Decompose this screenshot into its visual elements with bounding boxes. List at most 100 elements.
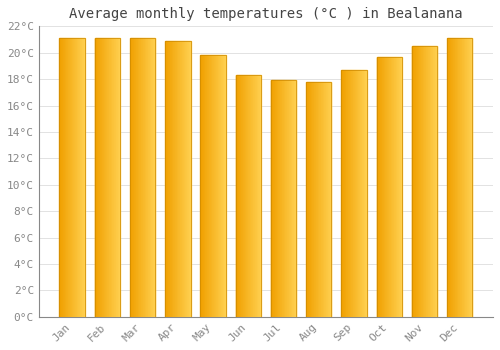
- Bar: [382, 57, 383, 317]
- Bar: [412, 46, 437, 317]
- Bar: [358, 70, 359, 317]
- Bar: [342, 70, 343, 317]
- Bar: [200, 55, 226, 317]
- Bar: [448, 38, 449, 317]
- Bar: [169, 41, 170, 317]
- Bar: [464, 38, 465, 317]
- Bar: [218, 55, 219, 317]
- Bar: [349, 70, 350, 317]
- Bar: [279, 80, 280, 317]
- Bar: [208, 55, 210, 317]
- Bar: [450, 38, 451, 317]
- Bar: [469, 38, 470, 317]
- Bar: [130, 38, 156, 317]
- Bar: [394, 57, 395, 317]
- Bar: [152, 38, 153, 317]
- Bar: [206, 55, 208, 317]
- Bar: [257, 75, 258, 317]
- Bar: [173, 41, 174, 317]
- Bar: [79, 38, 80, 317]
- Bar: [294, 80, 295, 317]
- Bar: [133, 38, 134, 317]
- Bar: [276, 80, 277, 317]
- Bar: [384, 57, 385, 317]
- Bar: [260, 75, 261, 317]
- Bar: [254, 75, 256, 317]
- Bar: [420, 46, 422, 317]
- Bar: [426, 46, 427, 317]
- Bar: [253, 75, 254, 317]
- Bar: [142, 38, 143, 317]
- Bar: [316, 82, 317, 317]
- Bar: [97, 38, 98, 317]
- Bar: [174, 41, 176, 317]
- Bar: [427, 46, 428, 317]
- Bar: [252, 75, 253, 317]
- Bar: [388, 57, 390, 317]
- Bar: [397, 57, 398, 317]
- Bar: [110, 38, 111, 317]
- Bar: [256, 75, 257, 317]
- Bar: [242, 75, 243, 317]
- Bar: [165, 41, 166, 317]
- Bar: [380, 57, 381, 317]
- Bar: [153, 38, 154, 317]
- Bar: [131, 38, 132, 317]
- Bar: [250, 75, 251, 317]
- Bar: [94, 38, 120, 317]
- Bar: [385, 57, 386, 317]
- Bar: [115, 38, 116, 317]
- Bar: [423, 46, 424, 317]
- Bar: [217, 55, 218, 317]
- Bar: [273, 80, 274, 317]
- Bar: [119, 38, 120, 317]
- Bar: [172, 41, 173, 317]
- Bar: [82, 38, 83, 317]
- Bar: [167, 41, 168, 317]
- Bar: [81, 38, 82, 317]
- Bar: [343, 70, 344, 317]
- Bar: [306, 82, 308, 317]
- Bar: [378, 57, 379, 317]
- Bar: [306, 82, 332, 317]
- Bar: [219, 55, 220, 317]
- Bar: [293, 80, 294, 317]
- Bar: [346, 70, 347, 317]
- Bar: [60, 38, 85, 317]
- Bar: [447, 38, 472, 317]
- Bar: [210, 55, 211, 317]
- Bar: [348, 70, 349, 317]
- Bar: [132, 38, 133, 317]
- Bar: [447, 38, 472, 317]
- Bar: [147, 38, 148, 317]
- Bar: [377, 57, 378, 317]
- Bar: [315, 82, 316, 317]
- Bar: [71, 38, 72, 317]
- Bar: [94, 38, 96, 317]
- Bar: [458, 38, 459, 317]
- Bar: [399, 57, 400, 317]
- Bar: [251, 75, 252, 317]
- Bar: [249, 75, 250, 317]
- Bar: [222, 55, 223, 317]
- Bar: [150, 38, 151, 317]
- Bar: [138, 38, 139, 317]
- Bar: [431, 46, 432, 317]
- Bar: [258, 75, 259, 317]
- Bar: [244, 75, 245, 317]
- Bar: [347, 70, 348, 317]
- Bar: [461, 38, 462, 317]
- Bar: [416, 46, 417, 317]
- Bar: [362, 70, 363, 317]
- Bar: [306, 82, 332, 317]
- Bar: [205, 55, 206, 317]
- Bar: [130, 38, 156, 317]
- Bar: [466, 38, 468, 317]
- Bar: [243, 75, 244, 317]
- Bar: [291, 80, 292, 317]
- Bar: [66, 38, 67, 317]
- Bar: [114, 38, 115, 317]
- Bar: [470, 38, 471, 317]
- Bar: [144, 38, 145, 317]
- Bar: [68, 38, 69, 317]
